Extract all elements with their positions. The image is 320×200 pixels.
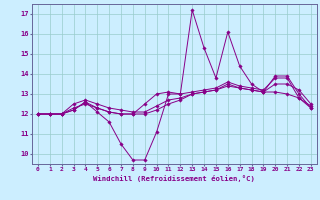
X-axis label: Windchill (Refroidissement éolien,°C): Windchill (Refroidissement éolien,°C) xyxy=(93,175,255,182)
